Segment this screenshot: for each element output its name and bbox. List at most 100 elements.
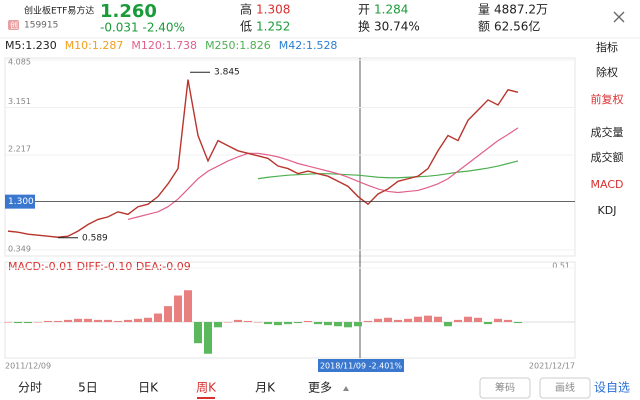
- ma250-line: [257, 160, 519, 180]
- side-menu-item[interactable]: 指标: [596, 40, 618, 54]
- crosshair-date: 2018/11/09 -2.401%: [320, 362, 402, 371]
- macd-bar: [124, 319, 132, 322]
- macd-bar: [164, 306, 172, 322]
- tab[interactable]: 5日: [78, 381, 98, 395]
- low-label: 低: [240, 20, 252, 34]
- macd-bar: [494, 318, 502, 322]
- turnover: 30.74%: [374, 20, 420, 34]
- macd-bar: [104, 319, 112, 322]
- macd-bar: [244, 320, 252, 322]
- crosshair-price: 1.300: [8, 197, 34, 207]
- macd-bar: [14, 322, 22, 324]
- side-menu-item[interactable]: 成交额: [591, 150, 624, 164]
- macd-bar: [294, 322, 302, 324]
- macd-bar: [434, 316, 442, 322]
- tab-underline: [197, 397, 215, 399]
- macd-bar: [184, 290, 192, 322]
- tab[interactable]: 周K: [196, 381, 217, 395]
- macd-bar: [514, 322, 522, 324]
- macd-bar: [84, 318, 92, 322]
- macd-bar: [374, 318, 382, 322]
- side-menu-item[interactable]: 前复权: [591, 92, 624, 106]
- macd-bar: [394, 319, 402, 322]
- high: 1.308: [256, 3, 290, 17]
- crosshair-date-box: [318, 359, 404, 372]
- side-menu-item[interactable]: MACD: [591, 178, 624, 191]
- macd-bar: [274, 322, 282, 326]
- y-tick-label: 4.085: [8, 58, 31, 67]
- macd-bar: [464, 316, 472, 322]
- macd-bar: [24, 322, 32, 324]
- volume: 4887.2万: [494, 3, 548, 17]
- amount: 62.56亿: [494, 19, 540, 34]
- macd-bar: [444, 322, 452, 327]
- y-tick-label: 2.217: [8, 145, 31, 154]
- close-button[interactable]: [613, 11, 625, 23]
- macd-bar: [254, 322, 262, 323]
- price-frame: [4, 57, 576, 257]
- price: 1.260: [100, 1, 157, 22]
- stock-name: 创业板ETF易方达: [24, 5, 94, 17]
- ma-legend: M120:1.738: [131, 39, 197, 52]
- macd-bar: [154, 313, 162, 322]
- macd-bar: [34, 322, 42, 323]
- macd-legend: MACD:-0.01 DIFF:-0.10 DEA:-0.09: [8, 260, 191, 273]
- tab[interactable]: 分时: [18, 381, 42, 395]
- high-label: 高: [240, 2, 252, 17]
- macd-bar: [384, 317, 392, 322]
- close-line: [7, 79, 519, 238]
- change: -0.031 -2.40%: [100, 21, 185, 35]
- open-label: 开: [358, 3, 370, 17]
- macd-bar: [314, 322, 322, 325]
- macd-bar: [74, 318, 82, 322]
- stock-code: 159915: [24, 21, 58, 31]
- side-menu-item[interactable]: 除权: [596, 65, 618, 79]
- button[interactable]: 设自选: [594, 381, 630, 395]
- macd-bar: [344, 322, 352, 328]
- macd-bar: [4, 322, 12, 323]
- more-arrow: [343, 386, 349, 391]
- macd-bar: [114, 320, 122, 322]
- button-box[interactable]: [539, 377, 591, 399]
- max-label: 3.845: [214, 68, 240, 78]
- button[interactable]: 画线: [555, 381, 575, 394]
- macd-bar: [324, 322, 332, 326]
- macd-bar: [474, 317, 482, 322]
- ma-legend: M10:1.287: [65, 39, 124, 52]
- ma-legend: M5:1.230: [5, 39, 57, 52]
- side-menu-item[interactable]: 成交量: [591, 125, 624, 139]
- y-tick-label: 3.151: [8, 97, 31, 106]
- min-label: 0.589: [82, 233, 108, 243]
- macd-bar: [94, 319, 102, 322]
- macd-bar: [264, 322, 272, 325]
- low: 1.252: [256, 20, 290, 34]
- macd-bar: [404, 318, 412, 322]
- macd-bar: [54, 320, 62, 322]
- macd-bar: [414, 316, 422, 322]
- ma-legend: M42:1.528: [279, 39, 338, 52]
- macd-top-label: 0.51: [552, 262, 570, 271]
- macd-bar: [224, 322, 232, 323]
- macd-bar: [194, 322, 202, 344]
- y-tick-label: 0.349: [8, 245, 31, 254]
- badge-box: [8, 20, 19, 30]
- macd-bar: [354, 322, 362, 327]
- tab[interactable]: 月K: [255, 381, 276, 395]
- macd-frame: [4, 261, 576, 359]
- button-box[interactable]: [479, 377, 531, 399]
- macd-bar: [504, 319, 512, 322]
- ma120-line: [127, 127, 519, 221]
- button[interactable]: 筹码: [495, 381, 515, 394]
- turnover-label: 换: [358, 20, 370, 34]
- side-menu-item[interactable]: KDJ: [598, 204, 617, 217]
- macd-bar: [144, 317, 152, 322]
- macd-bar: [134, 318, 142, 322]
- tab[interactable]: 日K: [138, 381, 159, 395]
- tab[interactable]: 更多: [308, 381, 332, 395]
- macd-bar: [454, 319, 462, 322]
- macd-bar: [284, 322, 292, 325]
- macd-bar: [304, 320, 312, 322]
- volume-label: 量: [478, 3, 490, 17]
